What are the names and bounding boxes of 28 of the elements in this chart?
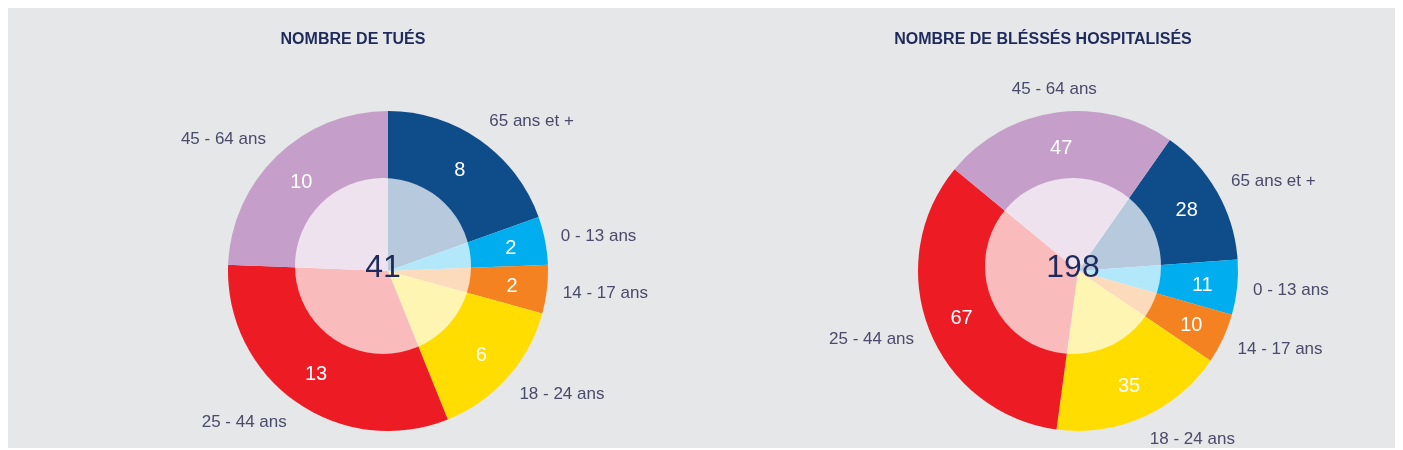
chart-title: NOMBRE DE BLÉSSÉS HOSPITALISÉS bbox=[893, 30, 1193, 48]
data-label: 2 bbox=[506, 274, 518, 297]
slice-label: 0 - 13 ans bbox=[1253, 280, 1329, 300]
slice-label: 25 - 44 ans bbox=[829, 328, 915, 348]
text: 41 bbox=[364, 247, 402, 286]
data-label: 13 bbox=[304, 362, 328, 385]
data-label: 2 bbox=[505, 236, 517, 259]
slice-label: 18 - 24 ans bbox=[1149, 429, 1235, 449]
data-label: 10 bbox=[1180, 312, 1203, 335]
slice-label: 18 - 24 ans bbox=[519, 383, 605, 403]
slice-label: 65 ans et + bbox=[489, 111, 574, 130]
slice-label: 25 - 44 ans bbox=[201, 412, 287, 431]
slice-label: 0 - 13 ans bbox=[560, 226, 637, 246]
slice-label: 14 - 17 ans bbox=[1237, 339, 1323, 359]
data-label: 6 bbox=[475, 343, 487, 366]
slice-label: 45 - 64 ans bbox=[180, 128, 266, 148]
data-label: 28 bbox=[1175, 198, 1198, 221]
slice-label: 14 - 17 ans bbox=[562, 282, 648, 302]
slice-label: 65 ans et + bbox=[1231, 170, 1316, 190]
chart-title: NOMBRE DE TUÉS bbox=[279, 30, 427, 48]
text: 198 bbox=[1045, 247, 1101, 286]
slice-label: 45 - 64 ans bbox=[1011, 79, 1097, 99]
data-label: 35 bbox=[1117, 374, 1141, 397]
data-label: 8 bbox=[454, 157, 466, 180]
data-label: 10 bbox=[290, 169, 313, 192]
data-label: 47 bbox=[1050, 136, 1073, 159]
data-label: 67 bbox=[950, 305, 973, 328]
data-label: 11 bbox=[1191, 272, 1213, 295]
